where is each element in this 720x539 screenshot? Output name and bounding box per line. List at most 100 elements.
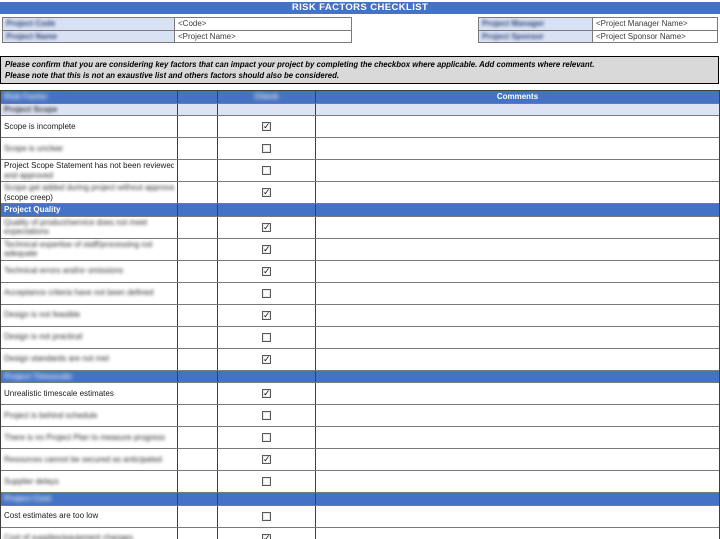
comment-cell[interactable] — [316, 305, 719, 326]
checkbox-cell[interactable] — [218, 449, 316, 470]
table-row: Design is not practical — [1, 326, 719, 349]
comment-cell[interactable] — [316, 283, 719, 304]
comment-cell[interactable] — [316, 116, 719, 137]
checkbox[interactable] — [262, 288, 271, 298]
ref-cell — [178, 304, 218, 326]
checkbox-cell[interactable] — [218, 471, 316, 492]
checkbox[interactable] — [262, 122, 271, 131]
checkbox[interactable] — [262, 533, 271, 539]
checkbox-cell[interactable] — [218, 383, 316, 404]
risk-factor-label: Supplier delays — [1, 471, 178, 492]
risk-factor-label: Scope is unclear — [1, 138, 178, 159]
comment-cell[interactable] — [316, 160, 719, 181]
checkbox[interactable] — [262, 411, 271, 420]
section-title: Project Quality — [1, 204, 178, 216]
checkbox[interactable] — [262, 455, 271, 464]
project-code-value[interactable]: <Code> — [175, 17, 352, 30]
checklist-table: Risk Factor Check Comments Project Scope… — [0, 90, 720, 539]
risk-factor-label: Unrealistic timescale estimates — [1, 383, 178, 404]
comment-cell[interactable] — [316, 383, 719, 404]
project-manager-value[interactable]: <Project Manager Name> — [593, 17, 718, 30]
section-ref-cell — [178, 370, 218, 382]
header-risk-factor: Risk Factor — [1, 91, 178, 103]
checkbox-cell[interactable] — [218, 138, 316, 159]
project-name-row: Project Name <Project Name> — [2, 30, 352, 43]
table-row: There is no Project Plan to measure prog… — [1, 427, 719, 449]
checkbox[interactable] — [262, 222, 271, 232]
risk-factor-label: Technical expertise of staff/processing … — [1, 238, 178, 260]
comment-cell[interactable] — [316, 528, 719, 539]
comment-cell[interactable] — [316, 217, 719, 238]
checkbox-cell[interactable] — [218, 260, 316, 282]
checkbox[interactable] — [262, 511, 271, 521]
risk-factor-label: Quality of product/service does not meet… — [1, 216, 178, 238]
project-name-label: Project Name — [2, 30, 175, 43]
checkbox-cell[interactable] — [218, 304, 316, 326]
ref-cell — [178, 383, 218, 404]
comment-cell[interactable] — [316, 138, 719, 159]
comment-cell[interactable] — [316, 261, 719, 282]
section-header-project-scope: Project Scope — [1, 103, 719, 116]
table-row: Resources cannot be secured as anticipat… — [1, 449, 719, 471]
checkbox-cell[interactable] — [218, 348, 316, 370]
ref-cell — [178, 427, 218, 448]
comment-cell[interactable] — [316, 471, 719, 492]
section-ref-cell — [178, 103, 218, 115]
ref-cell — [178, 182, 218, 203]
project-name-value[interactable]: <Project Name> — [175, 30, 352, 43]
section-comment-cell — [316, 204, 719, 216]
comment-cell[interactable] — [316, 449, 719, 470]
checkbox-cell[interactable] — [218, 427, 316, 448]
comment-cell[interactable] — [316, 349, 719, 370]
checkbox-cell[interactable] — [218, 405, 316, 426]
checkbox-cell[interactable] — [218, 160, 316, 181]
checkbox[interactable] — [262, 144, 271, 153]
checkbox[interactable] — [262, 188, 271, 197]
section-title: Project Timescale — [1, 370, 178, 382]
risk-factor-label: There is no Project Plan to measure prog… — [1, 427, 178, 448]
checkbox-cell[interactable] — [218, 505, 316, 527]
comment-cell[interactable] — [316, 405, 719, 426]
header-comments: Comments — [496, 92, 539, 101]
project-sponsor-value[interactable]: <Project Sponsor Name> — [593, 30, 718, 43]
checkbox-cell[interactable] — [218, 326, 316, 348]
comment-cell[interactable] — [316, 239, 719, 260]
checkbox[interactable] — [262, 310, 271, 320]
checkbox[interactable] — [262, 433, 271, 442]
table-body: Project Scope Scope is incomplete Scope … — [1, 103, 719, 539]
risk-factor-label: Design is not feasible — [1, 304, 178, 326]
checkbox[interactable] — [262, 266, 271, 276]
section-comment-cell — [316, 104, 719, 116]
comment-cell[interactable] — [316, 427, 719, 448]
risk-factor-label: Project is behind schedule — [1, 405, 178, 426]
ref-cell — [178, 260, 218, 282]
checkbox-cell[interactable] — [218, 116, 316, 137]
ref-cell — [178, 405, 218, 426]
comment-cell[interactable] — [316, 327, 719, 348]
section-check-cell — [218, 103, 316, 115]
risk-factor-label: Cost estimates are too low — [1, 505, 178, 527]
checkbox-cell[interactable] — [218, 527, 316, 539]
checkbox-cell[interactable] — [218, 182, 316, 203]
checkbox-cell[interactable] — [218, 216, 316, 238]
table-row: Scope is unclear — [1, 138, 719, 160]
project-manager-label: Project Manager — [478, 17, 593, 30]
comment-cell[interactable] — [316, 182, 719, 203]
comment-cell[interactable] — [316, 506, 719, 527]
checkbox[interactable] — [262, 332, 271, 342]
ref-cell — [178, 238, 218, 260]
table-row: Design standards are not met — [1, 348, 719, 371]
table-row: Cost estimates are too low — [1, 505, 719, 528]
checkbox-cell[interactable] — [218, 238, 316, 260]
ref-cell — [178, 282, 218, 304]
checkbox[interactable] — [262, 477, 271, 486]
checkbox[interactable] — [262, 244, 271, 254]
checkbox[interactable] — [262, 166, 271, 175]
checkbox[interactable] — [262, 354, 271, 364]
checkbox[interactable] — [262, 389, 271, 398]
checkbox-cell[interactable] — [218, 282, 316, 304]
header-check: Check — [218, 91, 316, 103]
table-row: Cost of supplies/equipment changes — [1, 527, 719, 539]
ref-cell — [178, 138, 218, 159]
risk-factor-label: Technical errors and/or omissions — [1, 260, 178, 282]
